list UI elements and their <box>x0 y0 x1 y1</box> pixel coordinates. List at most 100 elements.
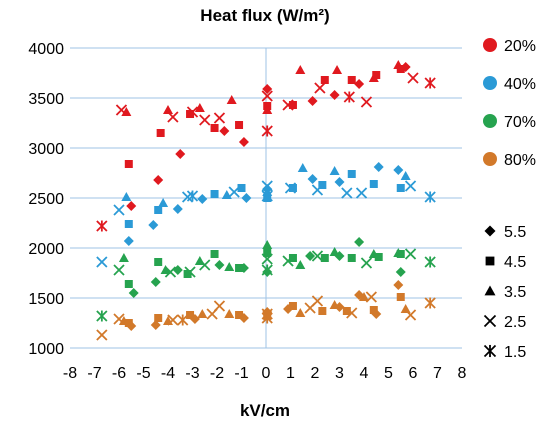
data-point <box>158 198 169 207</box>
data-point <box>238 137 249 147</box>
y-tick-label: 3500 <box>28 91 64 108</box>
data-point <box>354 79 365 89</box>
chart-title: Heat flux (W/m²) <box>200 6 329 25</box>
data-point <box>186 311 195 319</box>
y-tick-label: 1000 <box>28 341 64 358</box>
data-point <box>307 174 318 184</box>
data-point <box>261 190 273 202</box>
legend-color-swatch <box>483 114 497 128</box>
data-point <box>347 254 356 262</box>
data-point <box>197 194 208 204</box>
data-point <box>128 288 139 298</box>
data-point <box>393 165 404 175</box>
data-point <box>164 266 177 278</box>
data-point <box>224 262 235 271</box>
data-point <box>329 166 340 175</box>
data-point <box>346 307 358 319</box>
legend-marker-swatch <box>485 256 495 266</box>
data-point <box>305 251 316 261</box>
data-point <box>96 329 108 341</box>
data-point <box>396 293 405 301</box>
x-tick-label: -5 <box>136 365 150 382</box>
data-point <box>318 181 327 189</box>
data-point <box>424 191 436 203</box>
data-point <box>400 62 411 72</box>
data-point <box>199 114 211 126</box>
data-point <box>404 248 417 260</box>
data-point <box>360 257 373 269</box>
data-point <box>126 201 137 211</box>
data-point <box>118 253 129 262</box>
x-tick-label: 2 <box>311 365 320 382</box>
data-point <box>311 295 324 307</box>
data-point <box>320 254 329 262</box>
x-tick-label: 6 <box>409 365 418 382</box>
data-point <box>199 259 211 271</box>
legend-color-swatch <box>483 152 497 166</box>
data-point <box>393 280 404 290</box>
x-tick-label: -3 <box>185 365 199 382</box>
legend-marker-label: 4.5 <box>504 254 526 271</box>
data-point <box>314 82 326 94</box>
data-point <box>113 264 125 276</box>
data-point <box>96 220 108 232</box>
data-point <box>213 112 226 124</box>
data-point <box>395 267 406 277</box>
data-point <box>332 65 343 74</box>
data-point <box>224 309 235 318</box>
x-tick-label: 0 <box>262 365 271 382</box>
data-point <box>396 184 405 192</box>
y-tick-label: 2500 <box>28 191 64 208</box>
data-point <box>407 72 419 84</box>
data-point <box>311 250 324 262</box>
data-point <box>262 240 273 249</box>
y-tick-label: 3000 <box>28 141 64 158</box>
legend-marker-swatch <box>483 344 497 358</box>
data-point <box>341 187 353 199</box>
data-point <box>329 90 340 100</box>
data-point <box>175 149 186 159</box>
x-tick-label: 4 <box>360 365 369 382</box>
data-point <box>214 260 225 270</box>
data-point <box>404 180 417 192</box>
axes: 1000 1500 2000 2500 3000 3500 4000 -8 -7 -6 -5 -4 -3… <box>28 41 466 382</box>
data-point <box>320 76 329 84</box>
data-point <box>237 184 246 192</box>
data-point <box>261 253 273 265</box>
data-point <box>123 236 134 246</box>
x-tick-label: -2 <box>210 365 224 382</box>
data-point <box>261 312 273 324</box>
data-point <box>210 190 219 198</box>
data-point <box>360 96 373 108</box>
data-point <box>373 162 384 172</box>
data-point <box>318 307 327 315</box>
data-point <box>261 180 273 192</box>
data-point <box>334 177 345 187</box>
data-point <box>347 76 356 84</box>
data-point <box>342 307 351 315</box>
legend-color-label: 40% <box>504 76 536 93</box>
data-point <box>297 163 308 172</box>
x-tick-label: -8 <box>63 365 77 382</box>
x-tick-label: -4 <box>161 365 175 382</box>
data-point <box>404 309 417 321</box>
data-point <box>307 96 318 106</box>
data-point <box>221 190 232 199</box>
data-point <box>354 237 365 247</box>
data-point <box>177 314 189 326</box>
data-point <box>210 250 219 258</box>
data-point <box>150 320 161 330</box>
data-point <box>355 187 368 199</box>
data-point <box>424 297 436 309</box>
data-point <box>295 260 306 269</box>
data-point <box>334 302 345 312</box>
x-axis-label: kV/cm <box>240 401 290 420</box>
data-point <box>172 204 183 214</box>
data-point <box>372 71 381 79</box>
data-point <box>424 77 436 89</box>
data-point <box>186 106 199 118</box>
data-point <box>226 95 237 104</box>
x-tick-label: 8 <box>458 365 467 382</box>
data-point <box>262 84 273 94</box>
